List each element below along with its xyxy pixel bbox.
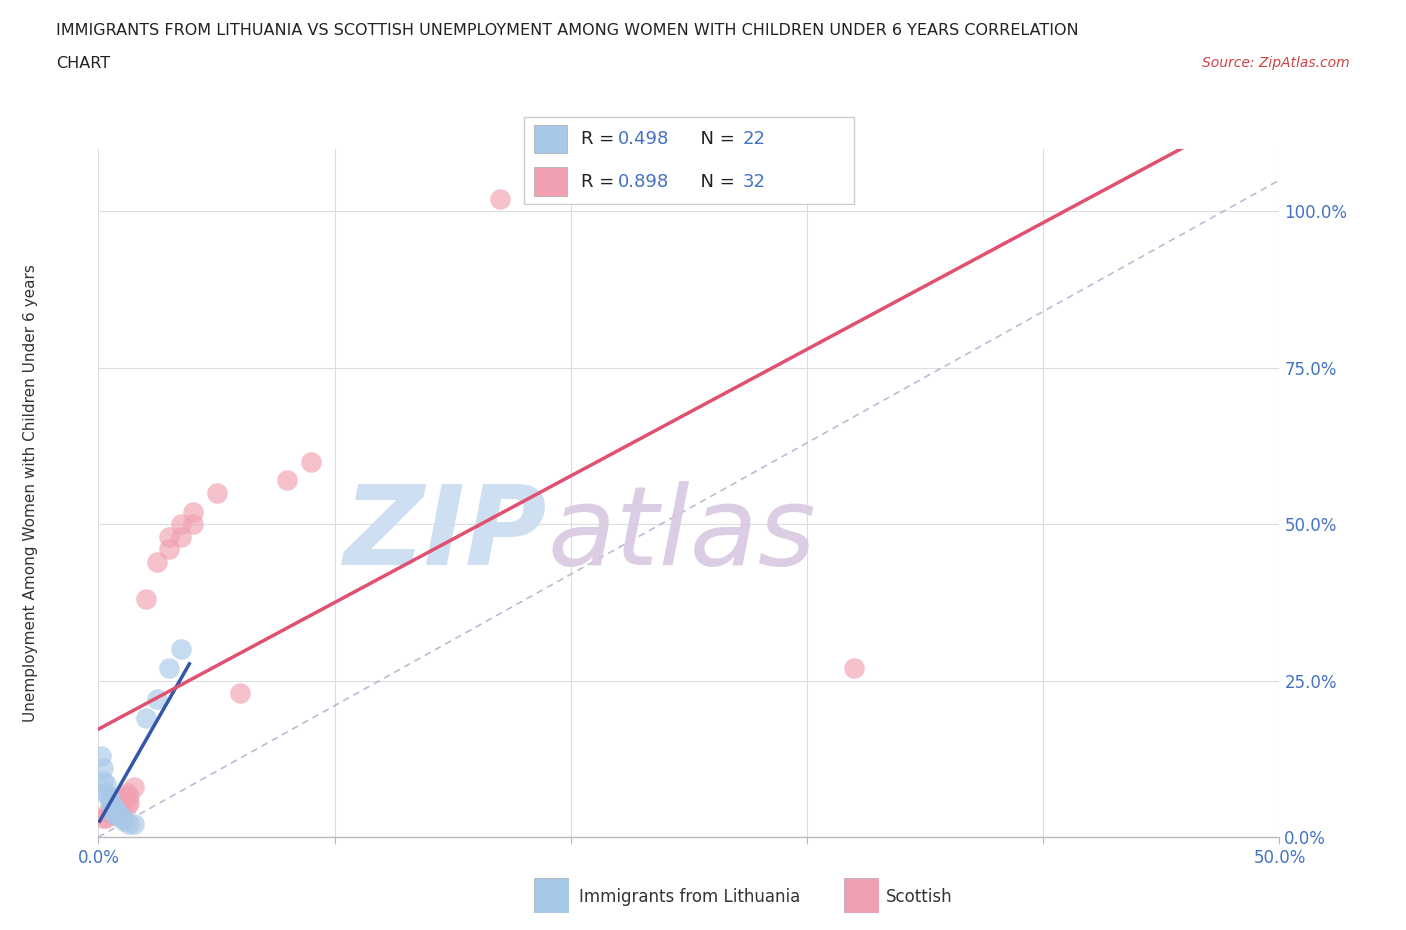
Point [122, 779, 145, 794]
Point [111, 795, 134, 810]
Point [91, 811, 114, 826]
Text: 32: 32 [742, 173, 766, 191]
Point [98, 792, 121, 807]
Point [135, 711, 157, 725]
Point [91, 773, 114, 788]
Point [135, 591, 157, 606]
Point [105, 802, 128, 817]
Text: N =: N = [689, 130, 741, 148]
Point [181, 517, 204, 532]
Point [91, 761, 114, 776]
Text: R =: R = [581, 173, 620, 191]
Point [146, 554, 169, 569]
Point [104, 802, 127, 817]
Point [111, 792, 134, 807]
Text: IMMIGRANTS FROM LITHUANIA VS SCOTTISH UNEMPLOYMENT AMONG WOMEN WITH CHILDREN UND: IMMIGRANTS FROM LITHUANIA VS SCOTTISH UN… [56, 23, 1078, 38]
Point [118, 795, 141, 810]
Point [94, 786, 117, 801]
Point [489, 192, 512, 206]
Point [118, 789, 141, 804]
Text: atlas: atlas [547, 481, 815, 588]
Point [101, 807, 124, 822]
Point [104, 804, 127, 819]
Point [94, 811, 117, 826]
Point [157, 542, 180, 557]
Point [844, 660, 866, 675]
Point [104, 807, 127, 822]
Point [108, 798, 131, 813]
Point [105, 804, 128, 819]
Text: R =: R = [581, 130, 620, 148]
Point [157, 660, 180, 675]
Bar [534, 167, 568, 196]
Text: CHART: CHART [56, 56, 110, 71]
Point [112, 789, 135, 804]
Text: 0.498: 0.498 [619, 130, 669, 148]
Point [90, 749, 112, 764]
Text: Scottish: Scottish [886, 887, 952, 906]
Text: Immigrants from Lithuania: Immigrants from Lithuania [579, 887, 800, 906]
Text: N =: N = [689, 173, 741, 191]
Point [111, 811, 134, 826]
Point [97, 789, 120, 804]
Text: 0.898: 0.898 [619, 173, 669, 191]
Point [170, 529, 193, 544]
Point [115, 786, 138, 801]
Point [122, 817, 145, 832]
Point [229, 685, 252, 700]
Point [108, 807, 131, 822]
Point [170, 517, 193, 532]
Point [276, 473, 298, 488]
Text: Source: ZipAtlas.com: Source: ZipAtlas.com [1202, 56, 1350, 70]
Point [97, 804, 120, 819]
Point [112, 814, 135, 829]
Point [98, 795, 121, 810]
Bar [534, 125, 568, 153]
Point [205, 485, 228, 500]
Point [115, 798, 138, 813]
Point [170, 642, 193, 657]
Point [118, 817, 141, 832]
Point [101, 804, 124, 819]
Text: 22: 22 [742, 130, 766, 148]
Point [181, 504, 204, 519]
Point [157, 529, 180, 544]
Text: ZIP: ZIP [343, 481, 547, 588]
Point [299, 454, 322, 469]
Point [105, 798, 128, 813]
Point [98, 804, 121, 819]
Point [146, 692, 169, 707]
Point [104, 802, 127, 817]
Point [101, 798, 124, 813]
FancyBboxPatch shape [523, 117, 855, 204]
Text: Unemployment Among Women with Children Under 6 years: Unemployment Among Women with Children U… [24, 264, 38, 722]
Point [94, 777, 117, 791]
